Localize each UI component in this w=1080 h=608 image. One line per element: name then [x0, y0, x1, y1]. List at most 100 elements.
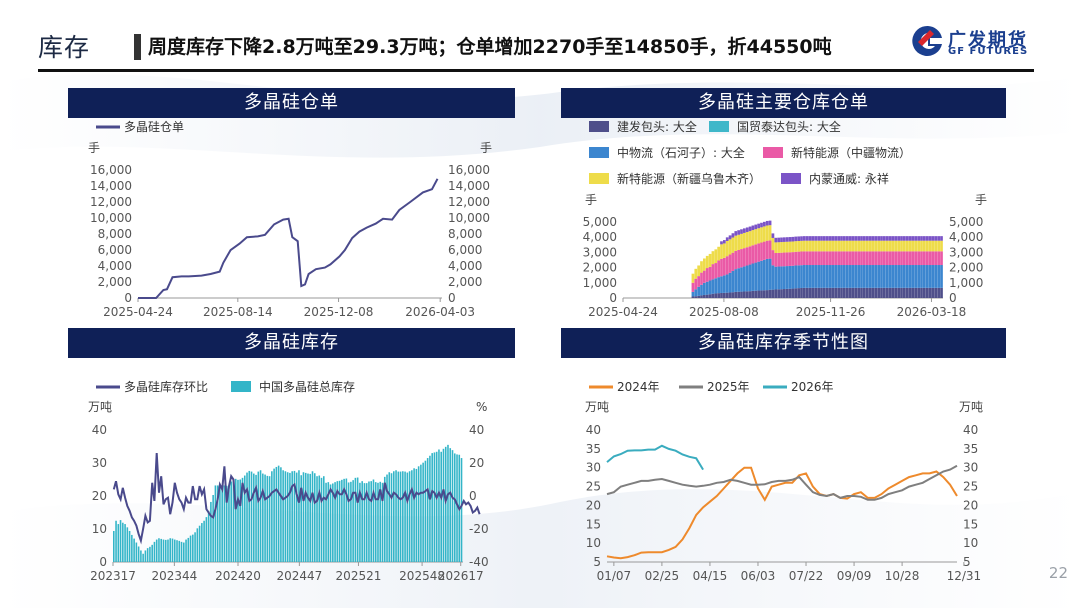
legend-warehouse-2-label: 中物流（石河子）: 大全	[617, 145, 745, 160]
bar-segment-series-4	[843, 240, 846, 252]
bar-segment-series-4	[714, 249, 718, 264]
bar-segment-series-4	[814, 240, 818, 252]
bar-segment-series-4	[834, 240, 838, 252]
bar-segment-series-3	[840, 251, 843, 266]
logo-text-en: GF FUTURES	[948, 46, 1029, 57]
chart2-ytick-right: 0	[949, 291, 957, 305]
bar-inventory-total	[228, 486, 230, 562]
page-number: 22	[1048, 564, 1068, 582]
bar-segment-series-3	[737, 249, 740, 269]
chart3-xtick-label: 202420	[215, 569, 261, 583]
bar-segment-series-4	[788, 241, 792, 253]
bar-inventory-total	[187, 537, 190, 562]
bar-segment-series-2	[903, 265, 906, 288]
bar-inventory-total	[219, 485, 221, 562]
bar-segment-series-2	[777, 266, 780, 290]
bar-segment-series-0	[771, 289, 775, 298]
bar-segment-series-0	[894, 287, 898, 298]
bar-segment-series-4	[831, 240, 835, 252]
bar-segment-series-3	[920, 251, 923, 266]
bar-segment-series-0	[820, 287, 823, 298]
bar-segment-series-2	[725, 274, 729, 293]
bar-inventory-total	[239, 479, 242, 562]
bar-segment-series-4	[743, 232, 746, 249]
bar-segment-series-0	[703, 294, 706, 298]
bar-segment-series-4	[725, 241, 729, 257]
bar-segment-series-3	[848, 251, 852, 266]
bar-inventory-total	[440, 451, 442, 562]
bar-inventory-total	[451, 450, 454, 562]
bar-segment-series-2	[917, 265, 920, 288]
bar-inventory-total	[433, 452, 436, 562]
bar-segment-series-4	[723, 243, 726, 258]
bar-segment-series-4	[940, 240, 943, 252]
legend-warehouse-1-swatch	[709, 121, 729, 132]
y-unit-left: 手	[88, 141, 100, 155]
bar-segment-series-3	[868, 251, 872, 266]
bar-inventory-total	[316, 476, 318, 562]
bar-segment-series-3	[831, 251, 835, 266]
bar-segment-series-2	[891, 265, 895, 288]
bar-inventory-total	[327, 482, 330, 562]
bar-segment-series-0	[757, 290, 760, 298]
bar-segment-series-3	[717, 260, 720, 278]
bar-inventory-total	[347, 482, 350, 562]
legend-warehouse-0-label: 建发包头: 大全	[617, 119, 697, 134]
bar-segment-series-5	[814, 236, 818, 241]
bar-segment-series-2	[705, 281, 709, 295]
bar-segment-series-0	[728, 292, 732, 298]
bar-inventory-total	[365, 483, 368, 562]
bar-inventory-total	[402, 471, 404, 562]
bar-inventory-total	[435, 451, 438, 562]
bar-segment-series-4	[860, 240, 863, 252]
bar-segment-series-5	[871, 236, 875, 241]
bar-segment-series-5	[768, 220, 772, 226]
bar-inventory-total	[286, 472, 289, 562]
legend-season-1-label: 2025年	[707, 380, 750, 394]
bar-segment-series-4	[905, 240, 909, 252]
bar-segment-series-3	[760, 242, 763, 261]
bar-segment-series-0	[843, 287, 846, 298]
bar-segment-series-2	[765, 258, 769, 291]
bar-segment-series-3	[734, 250, 738, 270]
section-label: 库存	[38, 33, 91, 62]
bar-segment-series-3	[703, 270, 706, 283]
bar-segment-series-4	[897, 240, 900, 252]
bar-segment-series-5	[848, 236, 852, 241]
panel-title-seasonal: 多晶硅库存季节性图	[561, 328, 1006, 358]
bar-inventory-total	[295, 472, 298, 562]
bar-segment-series-2	[937, 265, 940, 288]
bar-segment-series-5	[920, 236, 923, 241]
bar-inventory-total	[167, 539, 169, 562]
bar-segment-series-5	[877, 236, 880, 241]
chart1-ytick-right: 0	[448, 291, 456, 305]
bar-inventory-total	[291, 471, 293, 562]
bar-inventory-total	[320, 477, 323, 562]
bar-segment-series-4	[923, 240, 926, 252]
bar-segment-series-3	[788, 252, 792, 266]
bar-segment-series-2	[757, 261, 760, 291]
chart1-ytick-left: 14,000	[90, 179, 132, 193]
bar-segment-series-0	[880, 287, 883, 298]
bar-inventory-total	[381, 482, 384, 562]
bar-segment-series-4	[820, 240, 823, 252]
chart3-ytick-right: -40	[469, 555, 489, 569]
bar-segment-series-3	[931, 251, 935, 266]
bar-segment-series-2	[900, 265, 903, 288]
bar-inventory-total	[268, 476, 271, 562]
bar-segment-series-4	[868, 240, 872, 252]
bar-segment-series-2	[748, 264, 752, 292]
bar-segment-series-3	[877, 251, 880, 266]
bar-segment-series-5	[914, 236, 918, 241]
bar-segment-series-4	[774, 242, 778, 254]
bar-segment-series-2	[874, 265, 878, 288]
bar-segment-series-5	[748, 226, 752, 232]
bar-inventory-total	[230, 481, 232, 562]
legend-warehouse-2-swatch	[589, 147, 609, 158]
series-receipts-line	[138, 178, 439, 299]
bar-segment-series-5	[720, 241, 723, 245]
chart3-ytick-left: 40	[92, 423, 107, 437]
bar-segment-series-3	[714, 263, 718, 279]
